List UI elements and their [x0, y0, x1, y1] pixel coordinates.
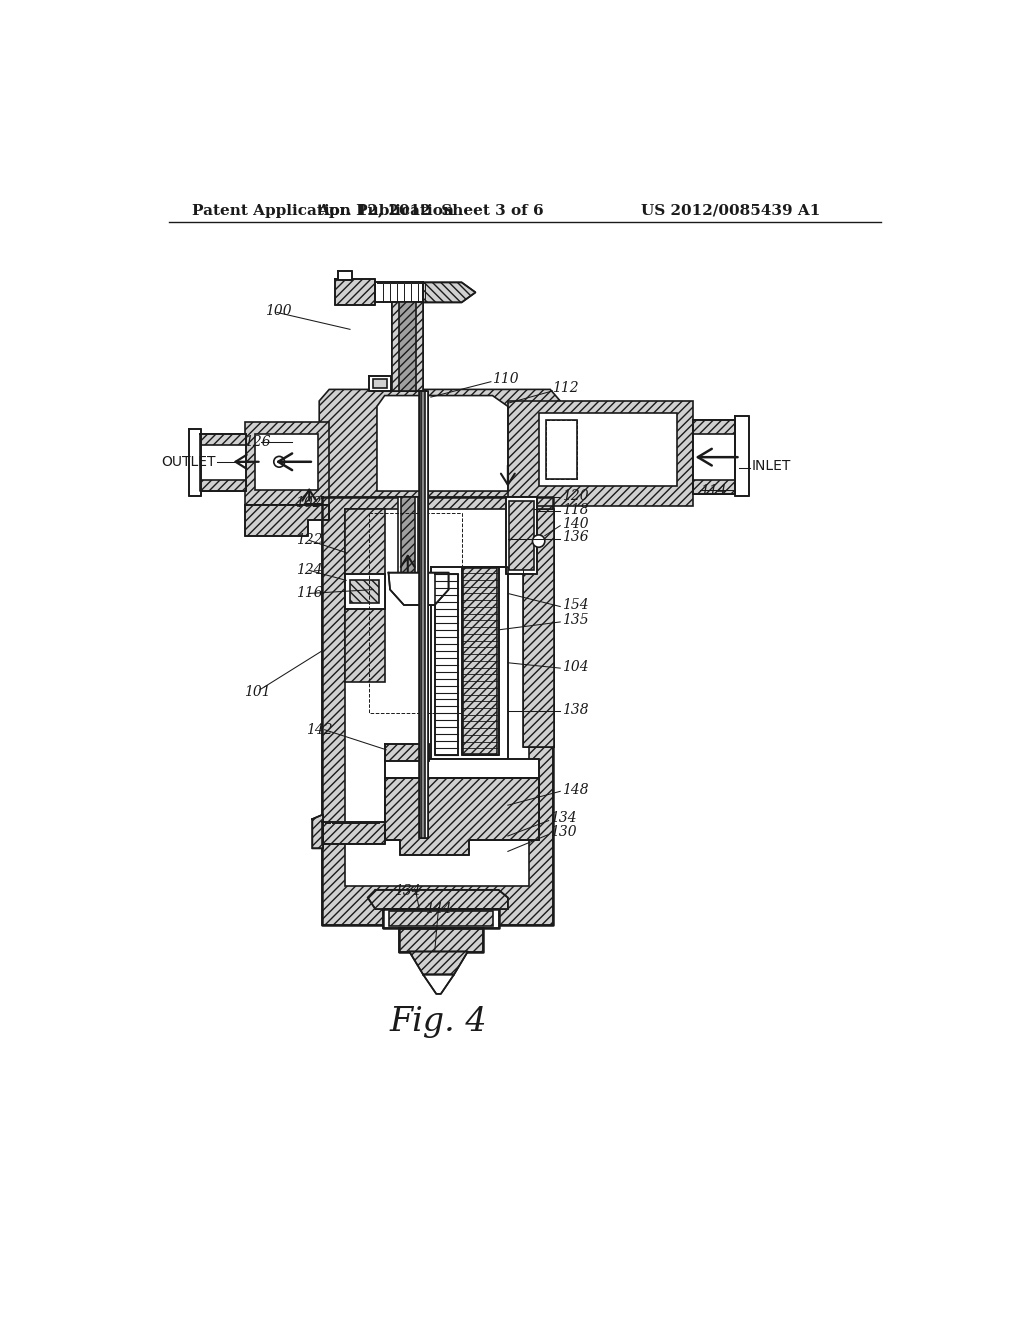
Bar — [345, 508, 529, 886]
Text: 114: 114 — [700, 484, 727, 498]
Text: US 2012/0085439 A1: US 2012/0085439 A1 — [641, 203, 821, 218]
Bar — [200, 434, 246, 491]
Text: 142: 142 — [306, 723, 333, 737]
Bar — [373, 379, 387, 388]
Circle shape — [532, 535, 545, 548]
Bar — [547, 420, 578, 479]
Bar — [506, 498, 538, 574]
Bar — [463, 568, 497, 754]
Text: 102: 102 — [295, 496, 322, 511]
Text: 134: 134 — [394, 884, 421, 899]
Text: 136: 136 — [562, 531, 589, 544]
Bar — [392, 302, 401, 391]
Bar — [539, 413, 677, 487]
Bar — [435, 574, 458, 755]
Bar — [339, 271, 352, 280]
Bar — [336, 280, 376, 305]
Text: 120: 120 — [562, 488, 589, 503]
Polygon shape — [245, 506, 330, 536]
Bar — [692, 420, 735, 494]
Bar — [399, 302, 416, 391]
Bar — [370, 376, 391, 391]
Circle shape — [273, 457, 285, 467]
Bar — [322, 498, 553, 924]
Text: 100: 100 — [265, 304, 292, 318]
Bar — [200, 434, 246, 445]
Text: 118: 118 — [562, 503, 589, 516]
Bar — [189, 429, 202, 496]
Text: 112: 112 — [553, 381, 580, 395]
Bar — [383, 909, 499, 928]
Bar — [350, 579, 379, 603]
Text: 126: 126 — [245, 434, 271, 449]
Polygon shape — [345, 508, 385, 682]
Bar — [385, 779, 539, 840]
Text: 138: 138 — [562, 702, 589, 717]
Bar — [200, 480, 246, 491]
Bar — [414, 302, 423, 391]
Text: INLET: INLET — [752, 459, 792, 474]
Text: 110: 110 — [493, 372, 519, 387]
Text: 104: 104 — [562, 660, 589, 673]
Polygon shape — [508, 401, 692, 507]
Text: 101: 101 — [245, 685, 271, 700]
Polygon shape — [410, 952, 468, 974]
Bar — [692, 480, 735, 494]
Bar — [397, 498, 418, 574]
Text: 135: 135 — [562, 614, 589, 627]
Bar — [419, 391, 428, 838]
Text: 148: 148 — [562, 783, 589, 797]
Text: Apr. 12, 2012  Sheet 3 of 6: Apr. 12, 2012 Sheet 3 of 6 — [317, 203, 544, 218]
Bar — [462, 566, 499, 755]
Text: OUTLET: OUTLET — [161, 455, 215, 469]
Bar — [523, 508, 554, 747]
Bar — [392, 302, 423, 391]
Text: 154: 154 — [562, 598, 589, 612]
Polygon shape — [388, 573, 449, 605]
Bar — [692, 420, 735, 434]
Polygon shape — [385, 779, 539, 855]
Bar — [255, 434, 318, 490]
Text: 140: 140 — [562, 517, 589, 531]
Bar — [398, 928, 483, 952]
Text: 124: 124 — [296, 564, 323, 577]
Text: Patent Application Publication: Patent Application Publication — [193, 203, 455, 218]
Polygon shape — [368, 890, 508, 909]
Bar — [400, 498, 415, 574]
Text: 144: 144 — [425, 902, 452, 916]
Polygon shape — [423, 974, 454, 994]
Bar — [385, 743, 429, 760]
Bar — [376, 282, 423, 302]
Bar — [431, 566, 508, 759]
Polygon shape — [312, 814, 323, 849]
Text: Fig. 4: Fig. 4 — [390, 1006, 487, 1039]
Text: 130: 130 — [550, 825, 577, 840]
Polygon shape — [319, 389, 560, 498]
Polygon shape — [377, 396, 508, 491]
Bar — [388, 911, 494, 927]
Bar — [421, 391, 425, 838]
Polygon shape — [423, 282, 475, 302]
Bar — [735, 416, 749, 496]
Bar — [345, 574, 385, 609]
Text: 122: 122 — [296, 533, 323, 548]
Text: 134: 134 — [550, 812, 577, 825]
Text: 116: 116 — [296, 586, 323, 601]
Bar — [509, 502, 535, 570]
Polygon shape — [245, 422, 330, 506]
Bar — [385, 759, 539, 779]
Bar — [322, 822, 385, 843]
